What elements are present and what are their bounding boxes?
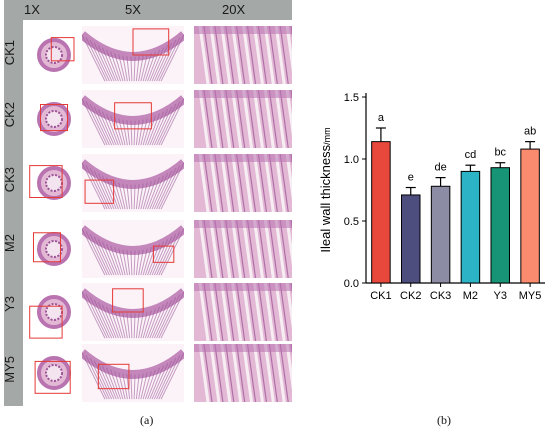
micrograph-low-row-1 (27, 26, 81, 84)
bar-ck3 (430, 185, 451, 284)
bar-chart-svg: 0.0 0.5 1.0 1.5 Ileal wall thickness/mm a CK1 e… (318, 92, 545, 302)
bar-chart: 0.0 0.5 1.0 1.5 Ileal wall thickness/mm a CK1 e… (300, 83, 550, 313)
micrograph-mid-row-1 (82, 26, 184, 84)
column-header-5x: 5X (125, 2, 141, 17)
y-axis-title: Ileal wall thickness/mm (318, 127, 333, 252)
bar-ck2 (401, 194, 421, 284)
y-axis-title-text: Ileal wall thickness (318, 144, 333, 252)
micrograph-mid-row-4 (82, 220, 184, 278)
micrograph-low-row-4 (27, 220, 81, 278)
row-label-ck1: CK1 (2, 40, 17, 66)
panel-caption-b: (b) (437, 413, 451, 427)
x-tick-label: M2 (463, 290, 478, 302)
y-tick-label: 1.0 (344, 154, 359, 166)
bar-my5 (520, 148, 540, 284)
micrograph-low-row-3 (27, 154, 81, 212)
micrograph-high-row-4 (194, 220, 292, 278)
y-tick-label: 0.0 (344, 278, 359, 290)
significance-letter: de (434, 162, 446, 174)
micrograph-high-row-3 (194, 154, 292, 212)
y-axis-title-unit: /mm (322, 127, 332, 145)
bar-ck1 (371, 141, 391, 284)
significance-letter: cd (465, 149, 477, 161)
y-tick-label: 1.5 (344, 92, 359, 104)
column-header-bar (4, 0, 292, 20)
significance-letter: bc (494, 147, 506, 159)
panel-caption-a: (a) (140, 413, 154, 427)
bar-m2 (460, 170, 481, 284)
column-header-1x: 1X (24, 2, 40, 17)
micrograph-low-row-2 (27, 90, 81, 148)
micrograph-low-row-6 (27, 344, 81, 402)
micrograph-mid-row-5 (82, 283, 184, 341)
x-tick-label: CK1 (370, 290, 391, 302)
micrograph-mid-row-6 (82, 344, 184, 402)
micrograph-low-row-5 (27, 283, 81, 341)
x-tick-label: CK3 (430, 290, 451, 302)
row-label-my5: MY5 (2, 356, 17, 383)
histology-panel: 1X 5X 20X CK1 CK2 CK3 M2 Y3 MY5 (a) (2, 0, 292, 427)
bar-y3 (490, 167, 510, 284)
micrograph-mid-row-3 (82, 154, 184, 212)
y-tick-label: 0.5 (344, 216, 359, 228)
row-label-ck2: CK2 (2, 102, 17, 128)
x-tick-label: Y3 (494, 290, 507, 302)
micrograph-mid-row-2 (82, 90, 184, 148)
row-label-bar (4, 20, 23, 406)
micrograph-high-row-1 (194, 26, 292, 84)
column-header-20x: 20X (222, 2, 246, 17)
row-label-ck3: CK3 (2, 167, 17, 193)
row-label-y3: Y3 (2, 296, 17, 312)
micrograph-high-row-6 (194, 344, 292, 402)
significance-letter: a (378, 112, 385, 124)
significance-letter: ab (524, 126, 536, 138)
x-tick-label: MY5 (519, 290, 542, 302)
row-label-m2: M2 (2, 234, 17, 253)
x-tick-label: CK2 (400, 290, 421, 302)
micrograph-high-row-2 (194, 90, 292, 148)
micrograph-high-row-5 (194, 283, 292, 341)
significance-letter: e (408, 172, 414, 184)
